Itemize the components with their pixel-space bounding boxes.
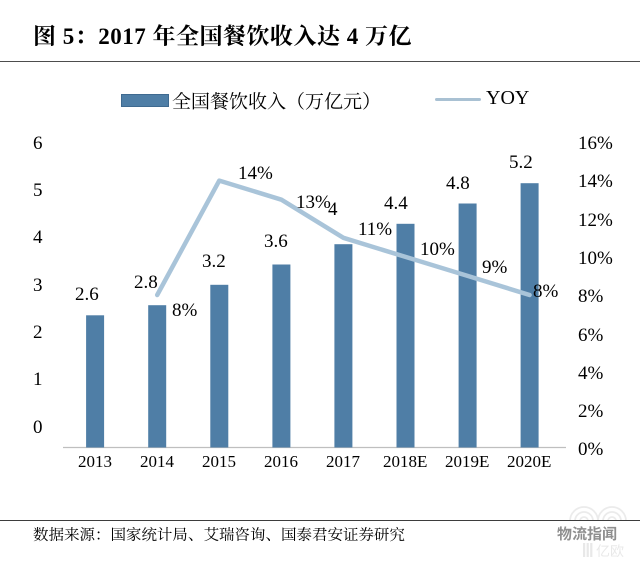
svg-text:亿欧: 亿欧	[596, 543, 624, 559]
